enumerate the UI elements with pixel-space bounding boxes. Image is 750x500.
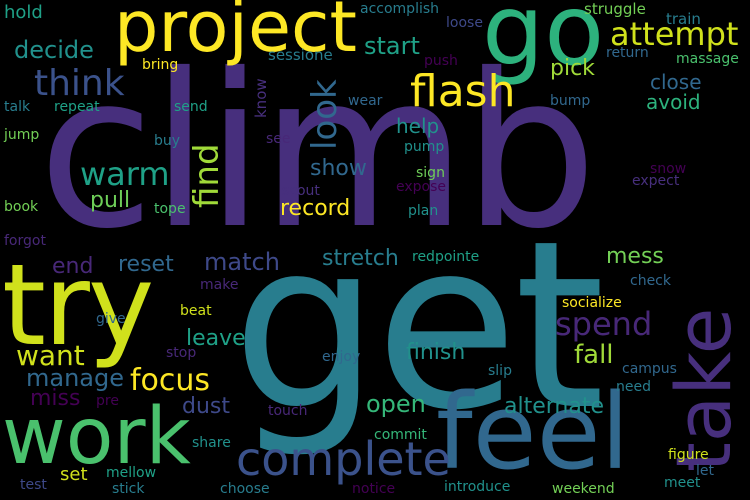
word: fall bbox=[574, 340, 614, 370]
word: focus bbox=[130, 363, 211, 398]
word: forgot bbox=[4, 233, 46, 249]
word: weekend bbox=[552, 481, 615, 497]
word: touch bbox=[268, 403, 308, 419]
word: check bbox=[630, 273, 671, 289]
word: alternate bbox=[504, 394, 604, 419]
word: hold bbox=[4, 2, 43, 23]
word: mess bbox=[606, 244, 664, 269]
word: finish bbox=[406, 340, 466, 365]
word: book bbox=[4, 199, 39, 215]
word: stop bbox=[166, 345, 197, 361]
word: campus bbox=[622, 361, 677, 377]
word: decide bbox=[14, 36, 94, 64]
word: project bbox=[114, 0, 357, 68]
word: send bbox=[174, 99, 208, 115]
word: pull bbox=[90, 188, 131, 213]
word: tope bbox=[154, 201, 186, 217]
word: expect bbox=[632, 173, 680, 189]
word: loose bbox=[446, 15, 483, 31]
word: plan bbox=[408, 203, 439, 219]
word: snow bbox=[650, 161, 687, 177]
word: redpointe bbox=[412, 249, 480, 265]
word: find bbox=[187, 143, 227, 208]
word: pump bbox=[404, 139, 445, 155]
word: choose bbox=[220, 481, 270, 497]
word: go bbox=[482, 0, 605, 88]
word: buy bbox=[154, 133, 181, 149]
word: set bbox=[60, 464, 88, 485]
word: miss bbox=[30, 386, 81, 411]
word: sign bbox=[416, 165, 445, 181]
word: enjoy bbox=[322, 349, 361, 365]
word: match bbox=[204, 248, 280, 276]
word: climb bbox=[38, 28, 597, 275]
word: manage bbox=[26, 364, 125, 392]
word: avoid bbox=[646, 90, 701, 114]
word: figure bbox=[668, 447, 709, 463]
word: need bbox=[616, 379, 651, 395]
word: work bbox=[2, 392, 191, 482]
word: repeat bbox=[54, 99, 100, 115]
word: notice bbox=[352, 481, 396, 497]
word: commit bbox=[374, 427, 427, 443]
word: give bbox=[96, 311, 126, 327]
word: know bbox=[252, 78, 270, 118]
word: leave bbox=[186, 326, 246, 351]
word: help bbox=[396, 114, 440, 138]
word: scout bbox=[282, 183, 320, 199]
word: socialize bbox=[562, 295, 622, 311]
word: sessione bbox=[268, 46, 333, 64]
word: try bbox=[2, 241, 154, 371]
word: jump bbox=[4, 127, 40, 143]
word: stretch bbox=[322, 246, 399, 271]
word: mellow bbox=[106, 465, 157, 481]
word: push bbox=[424, 53, 458, 69]
word: spend bbox=[555, 305, 653, 343]
word: flash bbox=[410, 66, 516, 117]
word: feel bbox=[436, 371, 630, 493]
word: get bbox=[232, 191, 605, 461]
word: make bbox=[200, 277, 239, 293]
word: bring bbox=[142, 57, 179, 73]
word: return bbox=[606, 45, 649, 61]
word: start bbox=[364, 32, 420, 60]
word: close bbox=[650, 70, 702, 94]
word: wear bbox=[348, 93, 383, 109]
word: share bbox=[192, 435, 231, 451]
word: talk bbox=[4, 99, 31, 115]
word: pre bbox=[96, 393, 119, 409]
word: let bbox=[696, 463, 714, 479]
word: complete bbox=[236, 432, 451, 486]
word: want bbox=[16, 339, 85, 372]
word: attempt bbox=[610, 15, 739, 53]
word: think bbox=[34, 63, 125, 104]
word: train bbox=[666, 10, 701, 28]
word: look bbox=[305, 79, 345, 150]
word: stick bbox=[112, 481, 145, 497]
word: introduce bbox=[444, 479, 511, 495]
word: show bbox=[310, 156, 367, 181]
word: slip bbox=[488, 363, 512, 379]
word: expose bbox=[396, 179, 447, 195]
word: massage bbox=[676, 51, 739, 67]
word: record bbox=[280, 196, 351, 221]
word: reset bbox=[118, 252, 174, 277]
word: warm bbox=[80, 155, 170, 193]
word: dust bbox=[182, 394, 230, 419]
word: test bbox=[20, 477, 47, 493]
word: pick bbox=[550, 56, 595, 81]
word: meet bbox=[664, 475, 701, 491]
word: struggle bbox=[584, 0, 646, 18]
word: bump bbox=[550, 93, 591, 109]
word: beat bbox=[180, 303, 212, 319]
word: open bbox=[366, 390, 426, 418]
word: see bbox=[266, 131, 291, 147]
word: accomplish bbox=[360, 1, 440, 17]
word: end bbox=[52, 254, 94, 279]
